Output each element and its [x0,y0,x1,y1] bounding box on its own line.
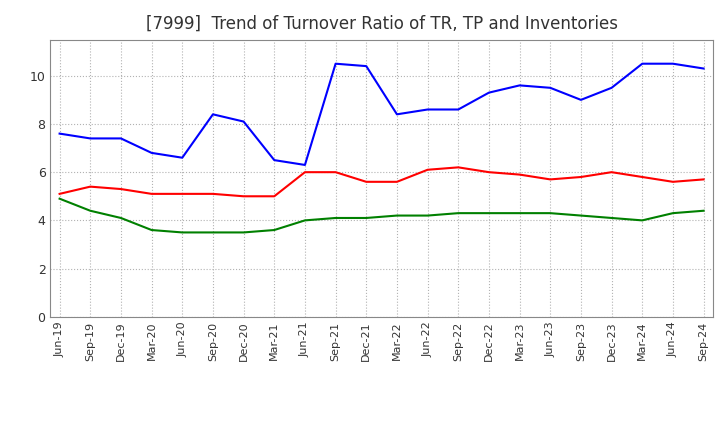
Inventories [55,196,64,202]
Inventories [638,218,647,223]
Trade Receivables [209,191,217,197]
Trade Payables [86,136,94,141]
Trade Receivables [362,179,371,184]
Title: [7999]  Trend of Turnover Ratio of TR, TP and Inventories: [7999] Trend of Turnover Ratio of TR, TP… [145,15,618,33]
Inventories [669,210,678,216]
Trade Payables [669,61,678,66]
Inventories [577,213,585,218]
Trade Payables [638,61,647,66]
Inventories [270,227,279,233]
Inventories [699,208,708,213]
Trade Payables [331,61,340,66]
Inventories [239,230,248,235]
Trade Payables [392,112,401,117]
Trade Receivables [331,169,340,175]
Trade Payables [423,107,432,112]
Trade Receivables [546,177,554,182]
Inventories [209,230,217,235]
Trade Receivables [423,167,432,172]
Trade Receivables [454,165,462,170]
Trade Receivables [239,194,248,199]
Trade Payables [239,119,248,124]
Inventories [516,210,524,216]
Trade Payables [209,112,217,117]
Inventories [607,215,616,220]
Trade Payables [55,131,64,136]
Trade Receivables [178,191,186,197]
Inventories [148,227,156,233]
Trade Receivables [607,169,616,175]
Trade Payables [699,66,708,71]
Line: Trade Receivables: Trade Receivables [60,167,703,196]
Inventories [423,213,432,218]
Trade Payables [117,136,125,141]
Line: Inventories: Inventories [60,199,703,232]
Trade Payables [270,158,279,163]
Trade Payables [607,85,616,91]
Trade Receivables [485,169,493,175]
Trade Receivables [55,191,64,197]
Trade Payables [454,107,462,112]
Trade Payables [178,155,186,160]
Inventories [331,215,340,220]
Trade Receivables [699,177,708,182]
Trade Receivables [638,174,647,180]
Inventories [392,213,401,218]
Trade Receivables [148,191,156,197]
Trade Receivables [669,179,678,184]
Trade Payables [148,150,156,155]
Trade Receivables [301,169,310,175]
Inventories [546,210,554,216]
Trade Receivables [86,184,94,189]
Trade Receivables [392,179,401,184]
Trade Payables [485,90,493,95]
Trade Receivables [577,174,585,180]
Trade Payables [516,83,524,88]
Trade Payables [362,63,371,69]
Inventories [86,208,94,213]
Trade Receivables [270,194,279,199]
Inventories [117,215,125,220]
Inventories [178,230,186,235]
Trade Receivables [117,187,125,192]
Trade Payables [577,97,585,103]
Inventories [485,210,493,216]
Trade Receivables [516,172,524,177]
Trade Payables [301,162,310,168]
Inventories [301,218,310,223]
Trade Payables [546,85,554,91]
Line: Trade Payables: Trade Payables [60,64,703,165]
Inventories [454,210,462,216]
Inventories [362,215,371,220]
